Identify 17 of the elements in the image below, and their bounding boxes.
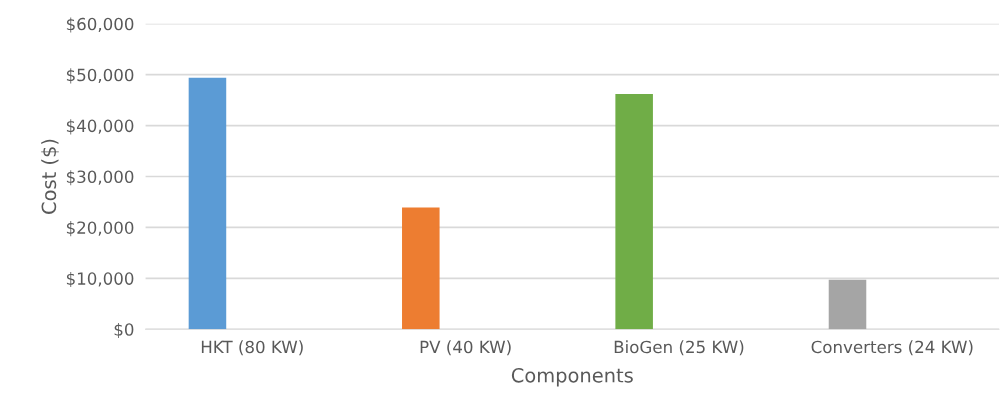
- y-tick-label: $50,000: [66, 68, 134, 84]
- x-tick-label: BioGen (25 KW): [614, 340, 744, 356]
- y-tick-label: $0: [114, 322, 134, 339]
- bar: [402, 207, 440, 330]
- bar: [615, 94, 653, 330]
- y-tick-label: $20,000: [66, 221, 134, 237]
- x-axis-title: Components: [511, 367, 633, 387]
- y-tick-label: $30,000: [66, 170, 134, 186]
- bar: [828, 279, 867, 330]
- y-tick-label: $60,000: [66, 17, 134, 33]
- bar: [188, 77, 227, 330]
- y-axis-title: Cost ($): [41, 139, 59, 214]
- x-tick-label: HKT (80 KW): [201, 340, 303, 356]
- x-tick-label: PV (40 KW): [420, 340, 511, 356]
- y-tick-label: $10,000: [66, 271, 134, 288]
- y-tick-label: $40,000: [66, 119, 134, 135]
- x-tick-label: Converters (24 KW): [811, 340, 973, 356]
